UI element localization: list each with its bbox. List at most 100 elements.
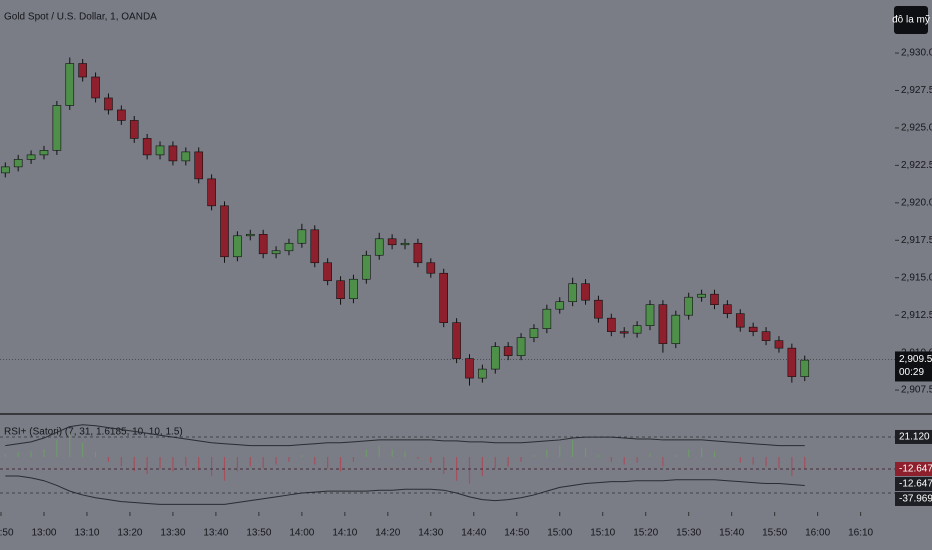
histogram-bar: [301, 455, 303, 458]
candle-body: [271, 250, 281, 255]
candle-body: [542, 308, 552, 329]
y-tick-label: 2,907.500: [901, 385, 932, 396]
histogram-bar: [94, 452, 97, 458]
candle-body: [323, 262, 332, 282]
value-tag-label: -12.647: [899, 464, 932, 475]
candle-body: [710, 293, 719, 305]
histogram-bar: [236, 457, 238, 472]
candle-body: [194, 151, 204, 180]
histogram-bar: [610, 457, 612, 462]
candle-body: [142, 138, 152, 156]
histogram-bar: [4, 454, 6, 458]
y-tick-label: 2,922.500: [901, 160, 932, 171]
x-tick-label: 12:50: [0, 528, 14, 539]
x-tick-label: 13:20: [117, 528, 142, 539]
x-tick-label: 14:20: [375, 528, 400, 539]
candle-body: [310, 229, 320, 264]
x-tick-label: 16:10: [848, 528, 873, 539]
histogram-bar: [688, 449, 690, 458]
candle-body: [607, 317, 616, 332]
histogram-bar: [133, 457, 135, 472]
histogram-bar: [443, 457, 445, 475]
candle-body: [735, 313, 745, 328]
candle-body: [490, 346, 500, 370]
histogram-bar: [288, 457, 290, 462]
histogram-bar: [623, 457, 625, 465]
candle-body: [65, 63, 75, 106]
x-tick-label: 15:30: [676, 528, 701, 539]
band-line: [5, 424, 805, 447]
histogram-bar: [507, 457, 509, 467]
histogram-bar: [249, 457, 251, 467]
candle-body: [52, 105, 62, 151]
chart-title: Gold Spot / U.S. Dollar, 1, OANDA: [4, 12, 157, 23]
candle-body: [39, 150, 49, 156]
histogram-bar: [559, 445, 561, 458]
histogram-bar: [520, 457, 522, 462]
currency-button-label[interactable]: đô la mỹ: [892, 15, 930, 26]
candle-body: [465, 358, 474, 379]
histogram-bar: [417, 457, 419, 459]
histogram-bar: [494, 457, 496, 469]
x-tick-label: 13:00: [31, 528, 56, 539]
candle-body: [374, 238, 384, 256]
histogram-bar: [804, 457, 806, 469]
histogram-bar: [159, 457, 161, 469]
candle-body: [452, 322, 461, 359]
histogram-bar: [430, 457, 432, 463]
candle-body: [555, 301, 565, 310]
y-tick-label: 2,915.000: [901, 272, 932, 283]
last-price-label: 2,909.545: [899, 354, 932, 365]
y-tick-label: 2,930.000: [901, 48, 932, 59]
candle-body: [774, 340, 784, 349]
x-tick-label: 13:10: [74, 528, 99, 539]
value-tag-label: -37.969: [899, 494, 932, 505]
x-tick-label: 13:40: [203, 528, 228, 539]
histogram-bar: [546, 449, 548, 458]
candle-body: [645, 304, 655, 326]
candle-body: [671, 314, 681, 344]
candle-body: [748, 326, 758, 332]
candle-body: [697, 293, 706, 298]
histogram-bar: [198, 457, 200, 471]
histogram-bar: [146, 457, 148, 475]
histogram-bar: [378, 445, 380, 458]
histogram-bar: [765, 457, 767, 467]
candle-body: [800, 359, 810, 377]
x-tick-label: 14:40: [461, 528, 486, 539]
candle-body: [362, 254, 371, 280]
currency-button[interactable]: [894, 6, 928, 34]
value-tag: [895, 429, 932, 444]
x-tick-label: 14:10: [332, 528, 357, 539]
candle-body: [233, 235, 242, 258]
candle-body: [387, 238, 397, 246]
candle-body: [723, 304, 732, 314]
histogram-bar: [30, 451, 32, 458]
candle-body: [568, 283, 577, 302]
candle-body: [426, 262, 436, 274]
histogram-bar: [365, 449, 367, 458]
histogram-bar: [43, 449, 45, 458]
x-tick-label: 14:00: [289, 528, 314, 539]
histogram-bar: [262, 457, 264, 469]
histogram-bar: [211, 457, 213, 476]
histogram-bar: [572, 439, 574, 458]
candle-body: [168, 145, 178, 162]
candle-body: [207, 178, 216, 207]
y-tick-label: 2,925.000: [901, 123, 932, 134]
candle-body: [336, 280, 345, 300]
histogram-bar: [352, 457, 355, 462]
histogram-bar: [327, 457, 329, 469]
y-tick-label: 2,920.000: [901, 197, 932, 208]
candle-body: [220, 205, 229, 258]
x-tick-label: 15:20: [633, 528, 658, 539]
histogram-bar: [314, 457, 316, 465]
candle-body: [117, 109, 126, 121]
y-tick-label: 2,917.500: [901, 235, 932, 246]
candle-body: [258, 233, 268, 255]
candle-body: [104, 97, 113, 111]
candle-body: [297, 229, 307, 244]
x-tick-label: 15:50: [762, 528, 787, 539]
value-tag: [895, 476, 932, 491]
